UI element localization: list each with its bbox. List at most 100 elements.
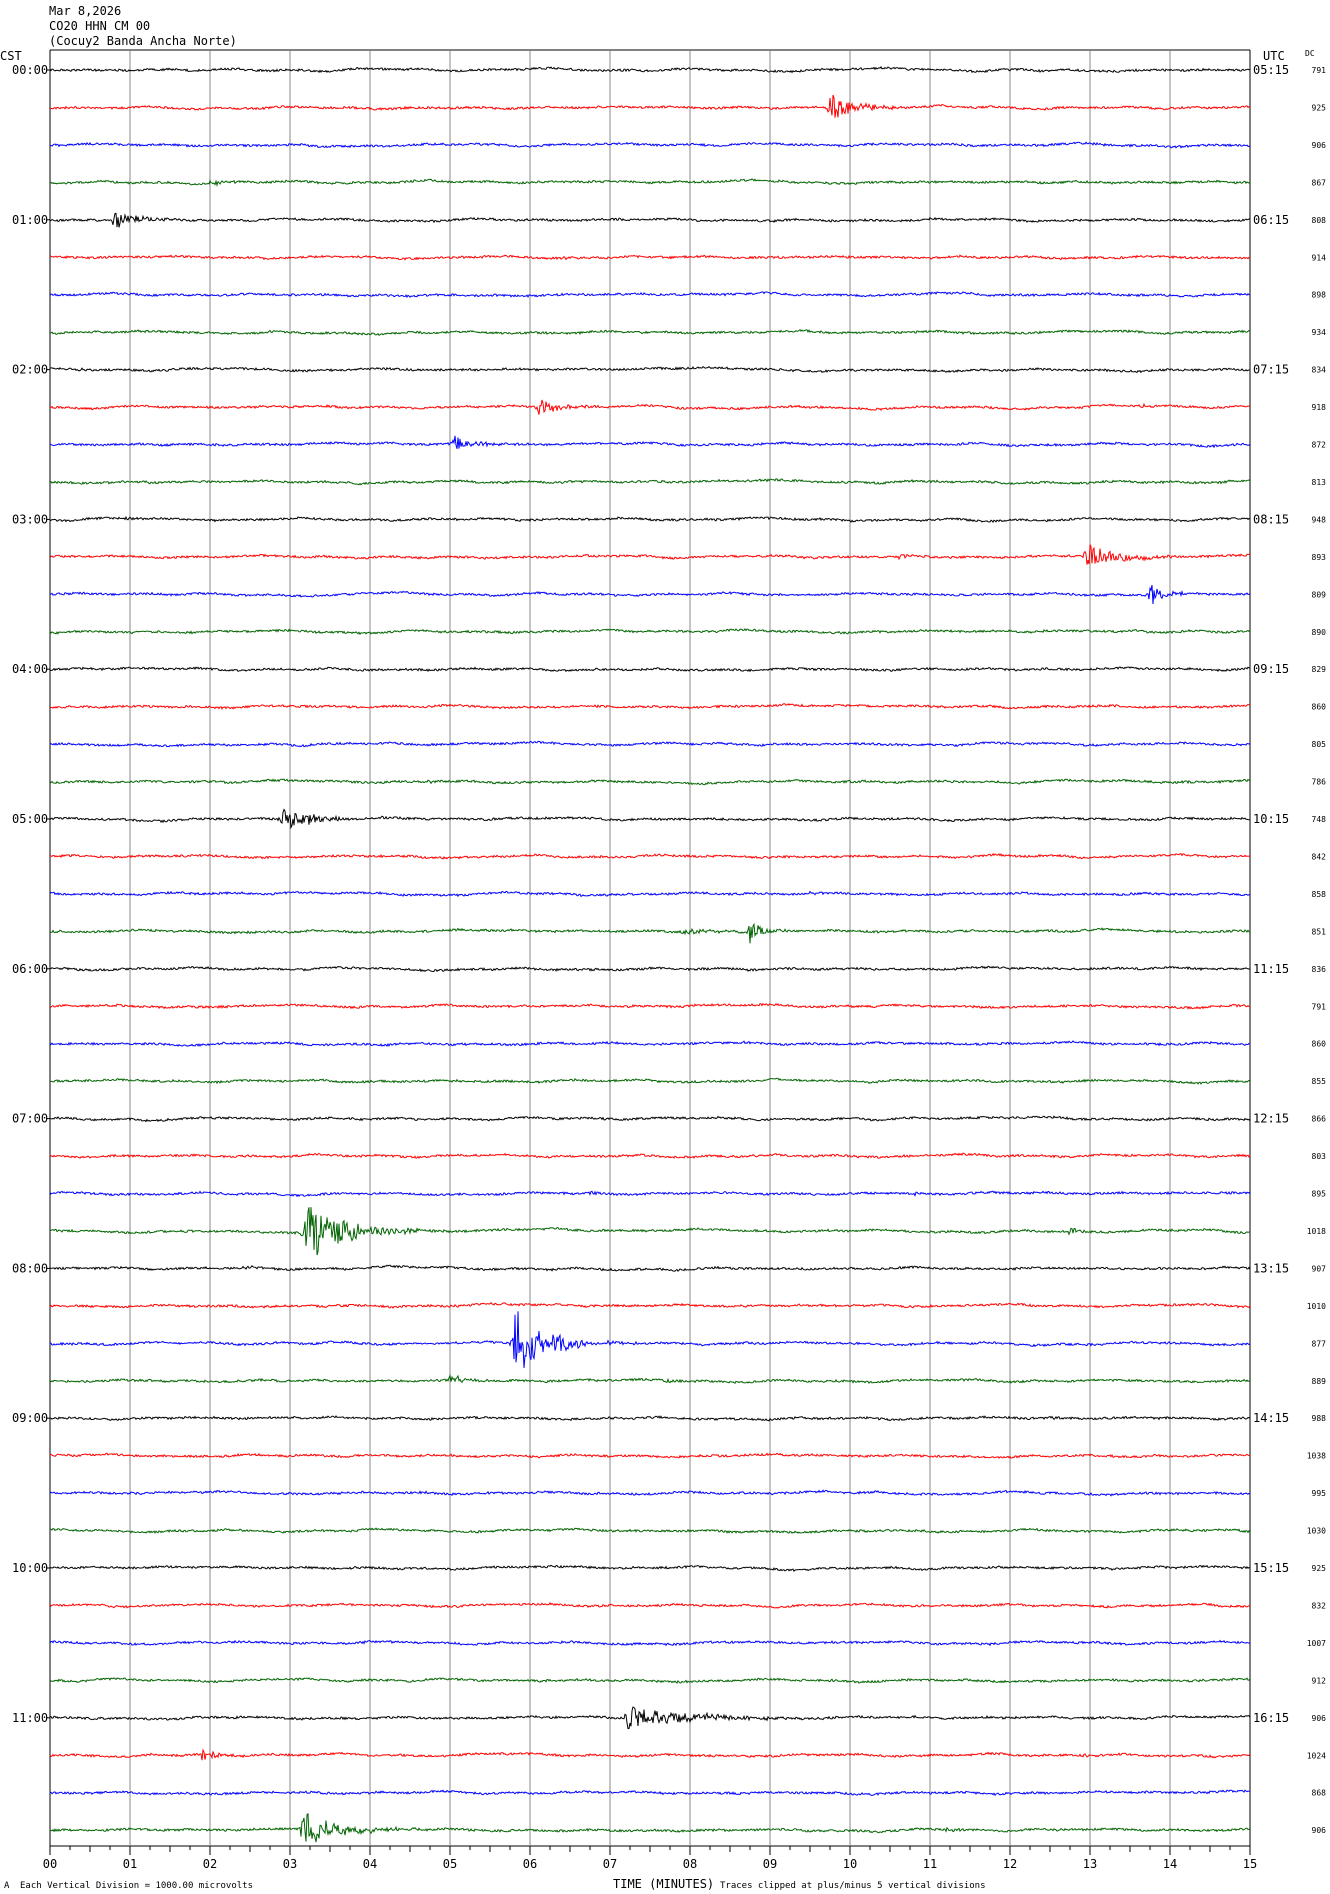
trace-line-22	[49, 890, 1251, 898]
corner-mark: A	[4, 1881, 10, 1891]
left-hour-label: 01:00	[12, 213, 48, 227]
x-tick-label: 13	[1083, 1857, 1097, 1871]
trace-line-6	[49, 291, 1251, 299]
dc-offset-label: 851	[1312, 927, 1327, 936]
trace-line-3	[49, 178, 1250, 187]
dc-offset-label: 834	[1312, 366, 1327, 375]
dc-offset-label: 1038	[1307, 1452, 1326, 1461]
left-hour-label: 05:00	[12, 812, 48, 826]
chart-date: Mar 8,2026	[49, 4, 121, 18]
dc-offset-label: 906	[1312, 141, 1327, 150]
dc-offset-label: 948	[1312, 515, 1327, 524]
trace-line-12	[49, 515, 1251, 523]
dc-offset-label: 914	[1312, 253, 1327, 262]
x-axis-title: TIME (MINUTES)	[613, 1877, 714, 1891]
dc-offset-label: 868	[1312, 1789, 1327, 1798]
trace-line-29	[49, 1152, 1251, 1159]
x-tick-label: 04	[363, 1857, 377, 1871]
trace-line-23	[49, 922, 1251, 944]
right-hour-label: 13:15	[1253, 1261, 1289, 1275]
clip-note: Traces clipped at plus/minus 5 vertical …	[720, 1881, 986, 1891]
dc-offset-label: 898	[1312, 291, 1327, 300]
left-hour-label: 06:00	[12, 962, 48, 976]
dc-offset-label: 906	[1312, 1826, 1327, 1835]
dc-offset-label: 907	[1312, 1264, 1327, 1273]
trace-line-14	[49, 584, 1251, 605]
left-hour-label: 07:00	[12, 1112, 48, 1126]
right-hour-label: 16:15	[1253, 1711, 1289, 1725]
x-tick-label: 11	[923, 1857, 937, 1871]
trace-line-37	[49, 1452, 1251, 1459]
trace-line-43	[49, 1677, 1251, 1684]
x-tick-label: 01	[123, 1857, 137, 1871]
trace-line-16	[49, 666, 1251, 673]
trace-line-39	[49, 1527, 1251, 1534]
trace-line-33	[49, 1301, 1251, 1309]
left-hour-label: 04:00	[12, 662, 48, 676]
dc-offset-label: 1018	[1307, 1227, 1326, 1236]
left-hour-label: 02:00	[12, 363, 48, 377]
trace-line-21	[49, 852, 1251, 860]
right-hour-label: 06:15	[1253, 213, 1289, 227]
left-hour-label: 10:00	[12, 1561, 48, 1575]
hour-labels: 00:00 01:00 02:00 03:00 04:00 05:00 06:00 07:00…	[12, 63, 1289, 1725]
left-hour-label: 11:00	[12, 1711, 48, 1725]
dc-offset-label: 867	[1312, 178, 1327, 187]
right-zone-label: UTC	[1263, 49, 1285, 63]
trace-line-10	[49, 435, 1251, 449]
x-tick-label: 14	[1163, 1857, 1177, 1871]
dc-offset-label: 1007	[1307, 1639, 1326, 1648]
left-hour-label: 08:00	[12, 1261, 48, 1275]
x-tick-label: 07	[603, 1857, 617, 1871]
trace-line-35	[49, 1373, 1251, 1384]
right-hour-label: 08:15	[1253, 512, 1289, 526]
right-hour-label: 12:15	[1253, 1112, 1289, 1126]
trace-line-4	[49, 212, 1251, 228]
right-hour-label: 15:15	[1253, 1561, 1289, 1575]
dc-offset-label: 893	[1312, 553, 1327, 562]
dc-offset-label: 877	[1312, 1339, 1327, 1348]
trace-line-45	[49, 1748, 1251, 1761]
x-tick-label: 09	[763, 1857, 777, 1871]
dc-offset-label: 809	[1312, 590, 1327, 599]
trace-line-27	[49, 1077, 1251, 1085]
trace-line-5	[49, 254, 1251, 261]
dc-offset-label: 872	[1312, 441, 1327, 450]
right-hour-label: 11:15	[1253, 962, 1289, 976]
trace-line-36	[50, 1415, 1251, 1422]
x-tick-label: 06	[523, 1857, 537, 1871]
trace-line-17	[49, 703, 1251, 710]
trace-line-18	[49, 740, 1251, 748]
dc-offset-label: 860	[1312, 703, 1327, 712]
dc-offset-label: 791	[1312, 66, 1327, 75]
x-tick-label: 15	[1243, 1857, 1257, 1871]
trace-line-30	[49, 1190, 1251, 1198]
trace-line-42	[49, 1639, 1251, 1647]
dc-offset-labels: 791 925 906 867 808 914 898 934 834 918 872 813 948 8…	[1307, 66, 1326, 1835]
trace-line-20	[49, 808, 1251, 830]
dc-offset-label: 855	[1312, 1077, 1327, 1086]
left-hour-label: 03:00	[12, 512, 48, 526]
dc-offset-label: 895	[1312, 1190, 1327, 1199]
dc-offset-label: 925	[1312, 103, 1327, 112]
x-tick-label: 10	[843, 1857, 857, 1871]
x-tick-label: 03	[283, 1857, 297, 1871]
dc-offset-label: 918	[1312, 403, 1327, 412]
trace-line-15	[49, 628, 1251, 636]
trace-line-31	[49, 1207, 1251, 1256]
dc-offset-label: 1024	[1307, 1751, 1326, 1760]
trace-line-25	[49, 1002, 1251, 1010]
trace-line-8	[50, 366, 1251, 374]
left-hour-label: 09:00	[12, 1411, 48, 1425]
dc-header-label: DC	[1305, 49, 1315, 58]
trace-line-9	[49, 399, 1251, 415]
trace-line-7	[50, 328, 1251, 336]
dc-offset-label: 803	[1312, 1152, 1327, 1161]
dc-offset-label: 925	[1312, 1564, 1327, 1573]
trace-line-19	[49, 778, 1251, 786]
dc-offset-label: 866	[1312, 1115, 1327, 1124]
dc-offset-label: 1010	[1307, 1302, 1326, 1311]
dc-offset-label: 858	[1312, 890, 1327, 899]
dc-offset-label: 836	[1312, 965, 1327, 974]
